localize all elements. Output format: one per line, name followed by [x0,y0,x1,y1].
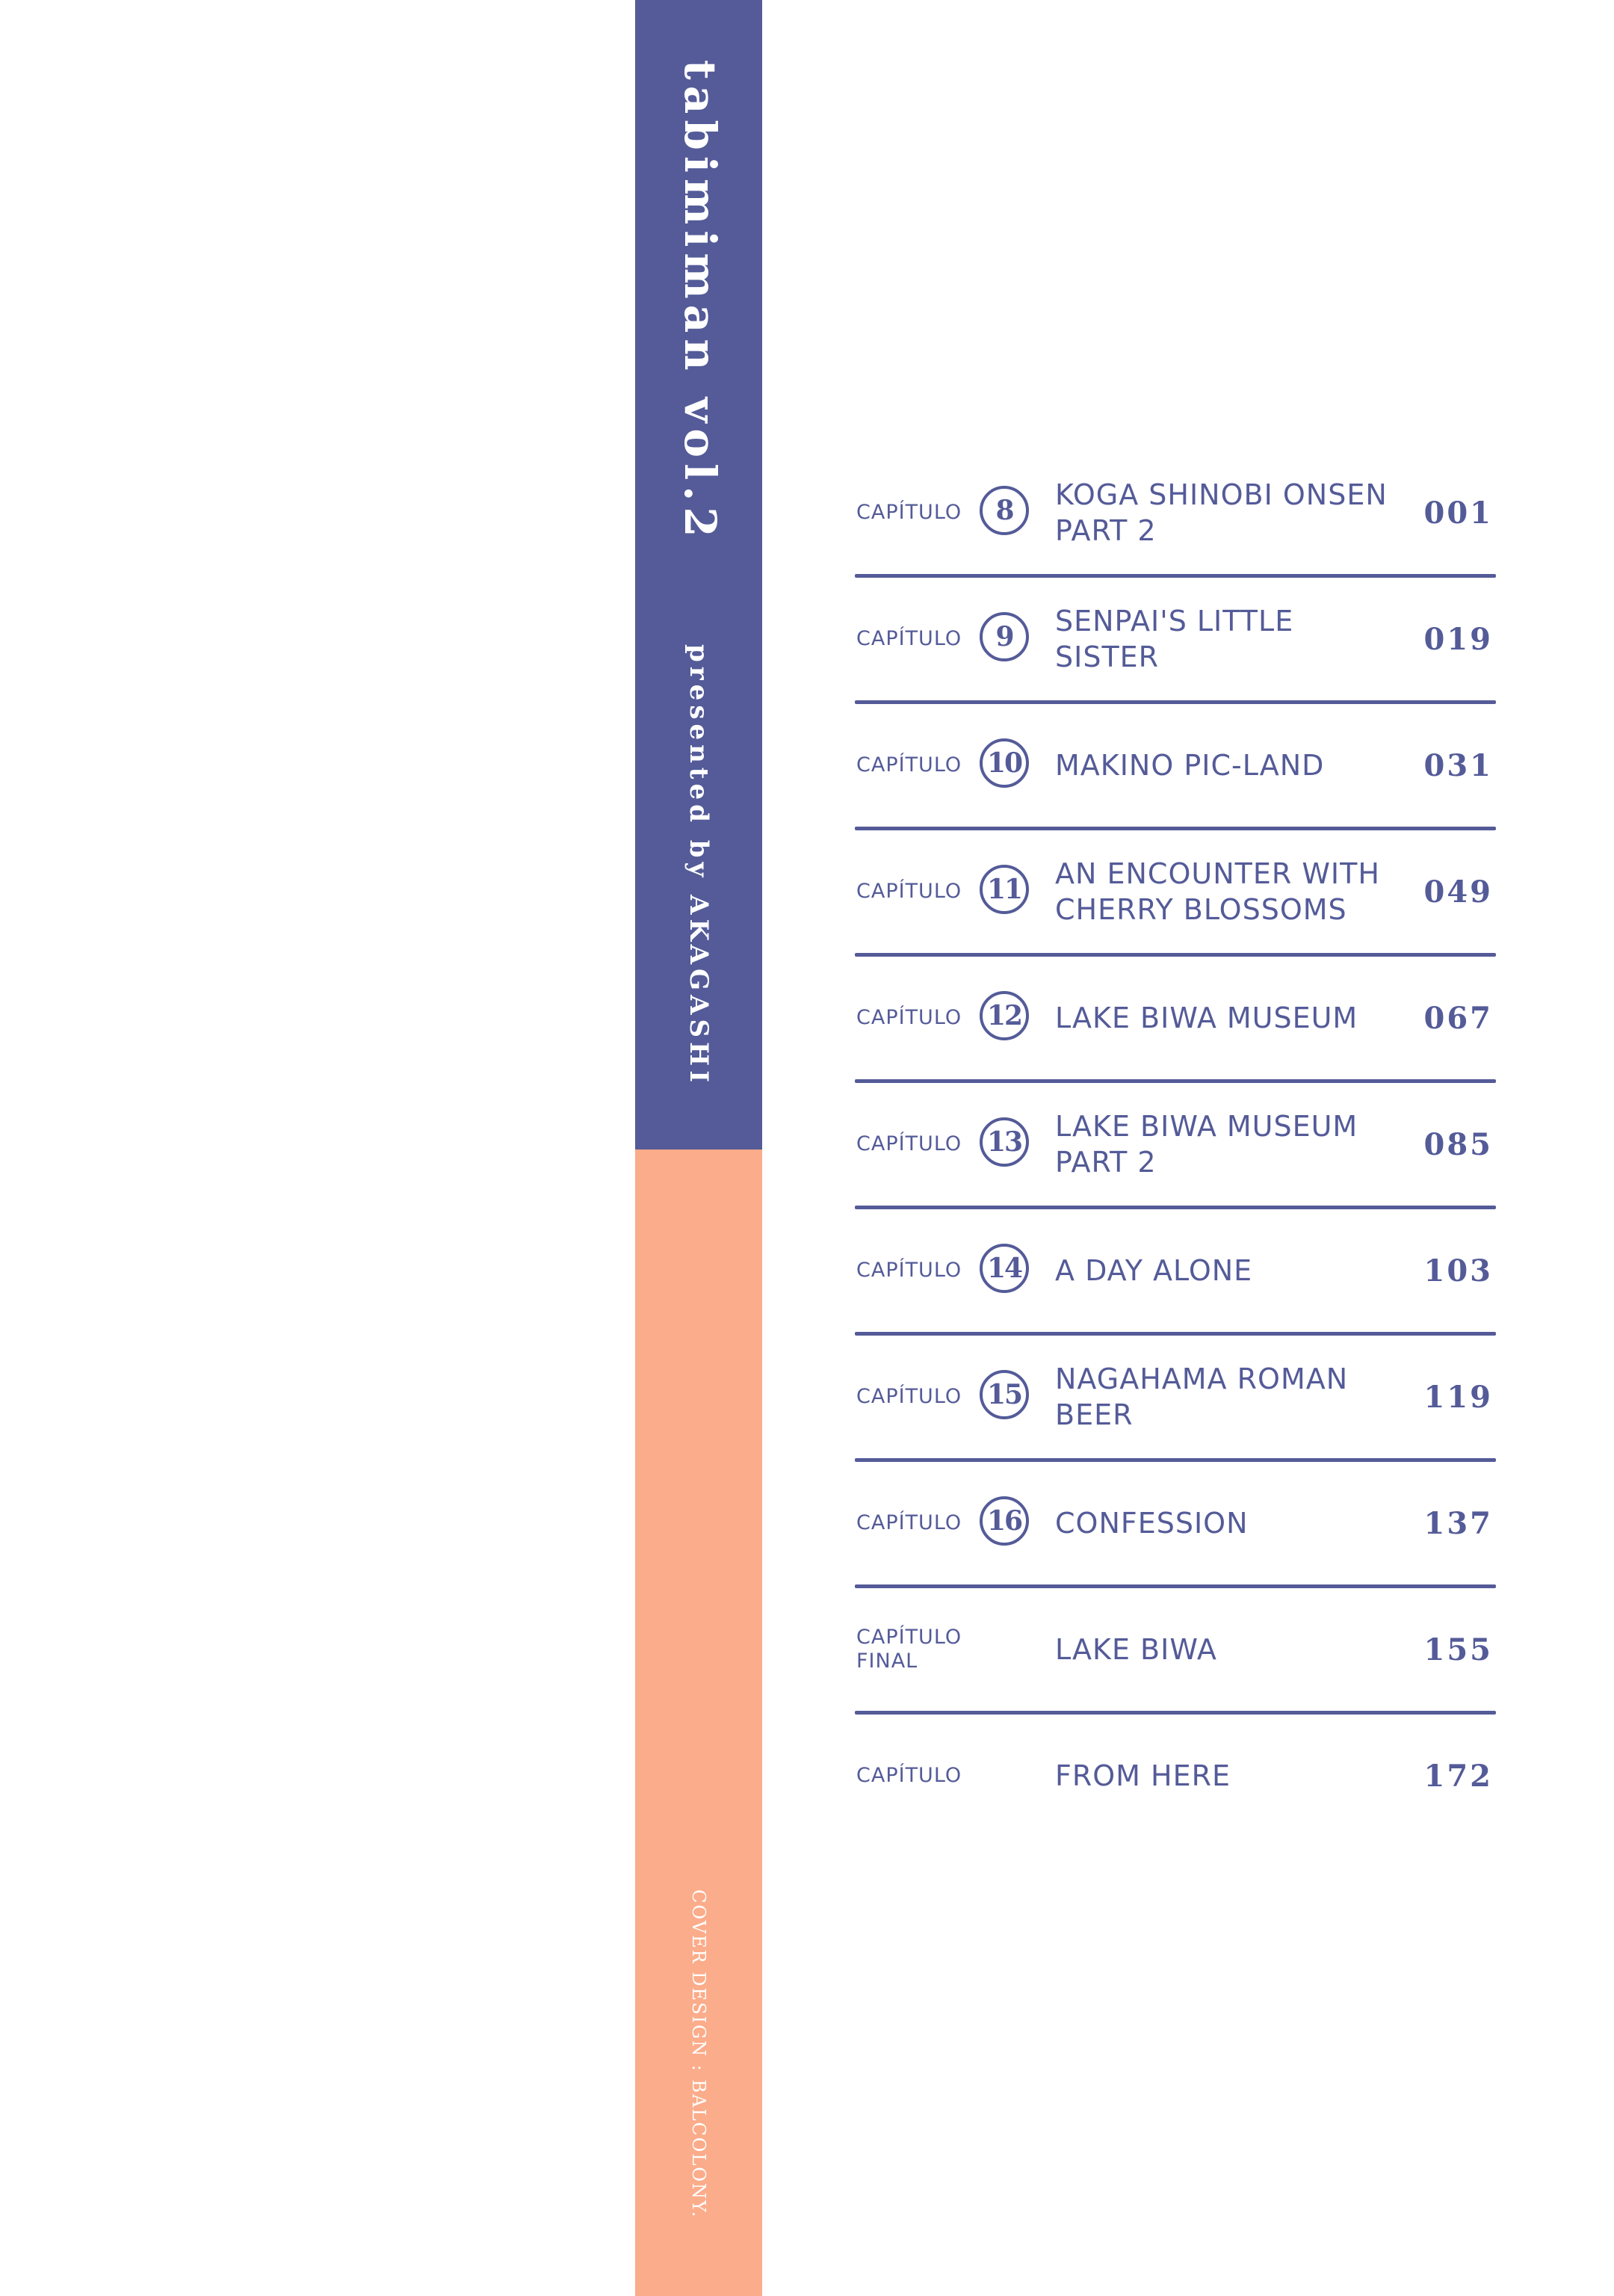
chapter-title: SENPAI'S LITTLE SISTER [1055,605,1294,673]
spine-indigo-band [635,0,762,1149]
page-number: 019 [1423,621,1493,657]
chapter-number-badge: 14 [980,1244,1029,1293]
row-divider [855,1711,1496,1715]
row-divider [855,700,1496,704]
toc-row: CAPÍTULO 8 KOGA SHINOBI ONSEN PART 2 001 [852,451,1496,578]
chapter-number-badge: 16 [980,1496,1029,1546]
chapter-label-final: FINAL [856,1650,918,1673]
chapter-label: CAPÍTULO [856,880,962,903]
page-number: 085 [1423,1126,1493,1162]
chapter-label: CAPÍTULO [856,1385,962,1408]
toc-row: CAPÍTULO 13 LAKE BIWA MUSEUM PART 2 085 [852,1083,1496,1209]
chapter-label: CAPÍTULO [856,1511,962,1534]
chapter-label: CAPÍTULO [856,1132,962,1155]
page-number: 049 [1423,874,1493,910]
spine-author: presented by AKAGASHI [684,644,714,1087]
chapter-number-badge: 11 [980,865,1029,914]
chapter-label: CAPÍTULO [856,627,962,650]
chapter-number-badge: 9 [980,612,1029,661]
chapter-label: CAPÍTULO [856,753,962,777]
chapter-label: CAPÍTULO [856,1259,962,1282]
chapter-label: CAPÍTULO [856,1764,962,1787]
page-number: 172 [1423,1758,1493,1794]
chapter-title: FROM HERE [1055,1759,1231,1792]
toc-row: CAPÍTULO 16 CONFESSION 137 [852,1462,1496,1588]
chapter-title: LAKE BIWA MUSEUM PART 2 [1055,1110,1358,1179]
row-divider [855,827,1496,830]
chapter-label: CAPÍTULO [856,1006,962,1029]
spine-title: tabimiman vol.2 [675,60,726,543]
row-divider [855,1458,1496,1462]
row-divider [855,1079,1496,1083]
toc-row: CAPÍTULO 11 AN ENCOUNTER WITH CHERRY BLO… [852,830,1496,957]
page-number: 031 [1423,747,1493,783]
chapter-title: NAGAHAMA ROMAN BEER [1055,1363,1349,1431]
chapter-title: AN ENCOUNTER WITH CHERRY BLOSSOMS [1055,857,1380,926]
toc-row: CAPÍTULO 14 A DAY ALONE 103 [852,1209,1496,1336]
chapter-number-badge: 10 [980,738,1029,788]
spine-design-credit: COVER DESIGN : BALCOLONY. [688,1889,709,2219]
chapter-number-badge: 15 [980,1370,1029,1419]
chapter-number-badge: 8 [980,486,1029,535]
page-number: 001 [1423,495,1493,531]
book-spine: tabimiman vol.2 presented by AKAGASHI CO… [635,0,762,2296]
toc-row: CAPÍTULO FINAL LAKE BIWA 155 [852,1588,1496,1715]
page-number: 119 [1423,1379,1493,1415]
chapter-label: CAPÍTULO [856,501,962,524]
page-number: 067 [1423,1000,1493,1036]
page-number: 137 [1423,1505,1493,1541]
toc-row: CAPÍTULO FROM HERE 172 [852,1715,1496,1841]
toc-row: CAPÍTULO 9 SENPAI'S LITTLE SISTER 019 [852,578,1496,704]
chapter-title: MAKINO PIC-LAND [1055,749,1325,782]
page-number: 103 [1423,1253,1493,1289]
spine-peach-band [635,1149,762,2296]
row-divider [855,1206,1496,1209]
table-of-contents: CAPÍTULO 8 KOGA SHINOBI ONSEN PART 2 001… [852,451,1496,1841]
row-divider [855,1584,1496,1588]
row-divider [855,953,1496,957]
chapter-number-badge: 12 [980,991,1029,1040]
toc-row: CAPÍTULO 12 LAKE BIWA MUSEUM 067 [852,957,1496,1083]
chapter-number-badge: 13 [980,1117,1029,1167]
toc-row: CAPÍTULO 15 NAGAHAMA ROMAN BEER 119 [852,1336,1496,1462]
row-divider [855,1332,1496,1336]
chapter-title: KOGA SHINOBI ONSEN PART 2 [1055,478,1388,547]
chapter-title: A DAY ALONE [1055,1254,1253,1287]
chapter-title: CONFESSION [1055,1507,1249,1540]
page-number: 155 [1423,1632,1493,1667]
toc-row: CAPÍTULO 10 MAKINO PIC-LAND 031 [852,704,1496,830]
chapter-title: LAKE BIWA MUSEUM [1055,1002,1358,1034]
chapter-title: LAKE BIWA [1055,1633,1217,1666]
row-divider [855,574,1496,578]
chapter-label: CAPÍTULO FINAL [856,1588,968,1711]
